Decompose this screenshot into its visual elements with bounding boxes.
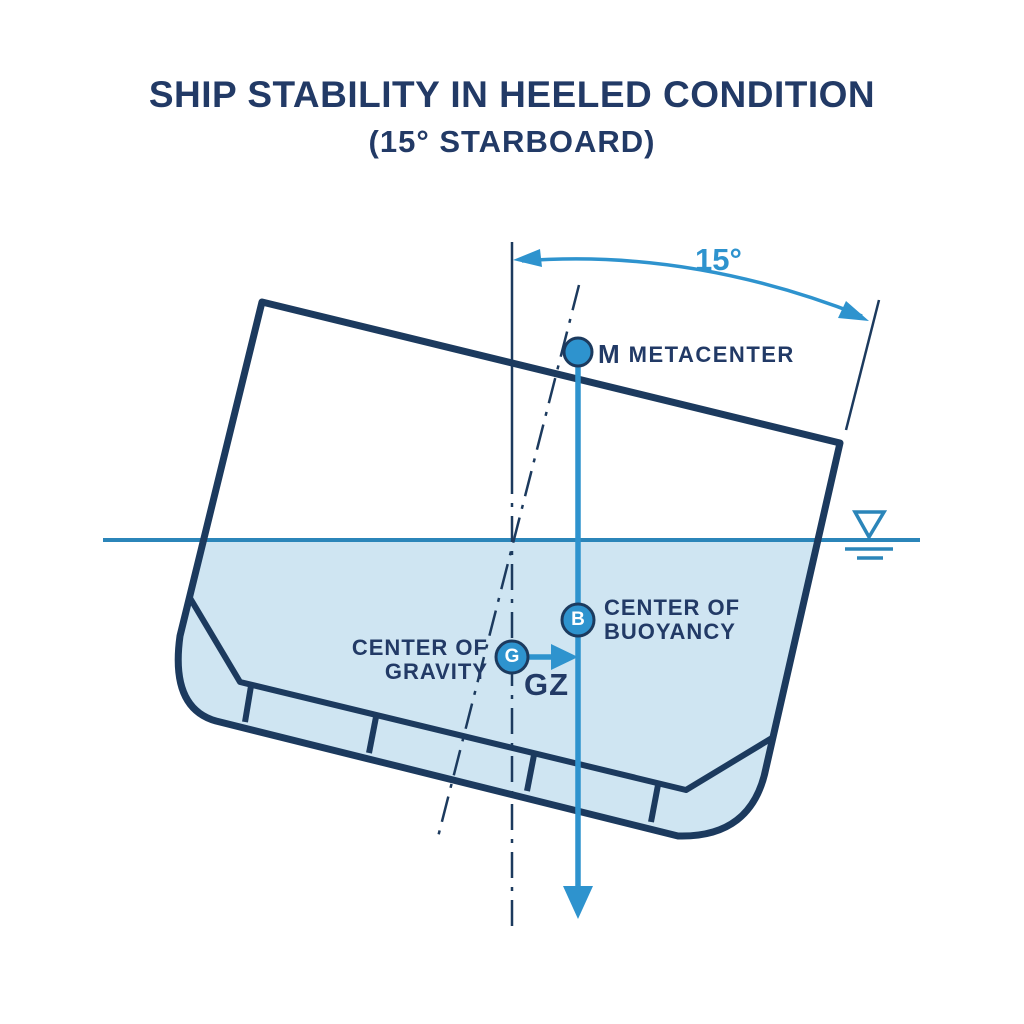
center-of-gravity-label: CENTER OF GRAVITY: [300, 636, 488, 684]
buoyancy-label-line2: BUOYANCY: [604, 619, 736, 644]
arc-arrowhead-right-icon: [838, 301, 869, 321]
gravity-label-line1: CENTER OF: [351, 635, 488, 660]
center-of-buoyancy-label: CENTER OF BUOYANCY: [604, 596, 740, 644]
bottom-divider: [648, 784, 661, 823]
buoyancy-label-line1: CENTER OF: [604, 595, 741, 620]
heel-angle-tick-line: [844, 299, 881, 431]
force-arrowhead-icon: [563, 886, 593, 919]
bottom-divider: [524, 754, 537, 792]
gravity-point: [494, 639, 530, 675]
gravity-point-letter: G: [504, 646, 520, 667]
metacenter-label: M METACENTER: [598, 339, 795, 370]
submerged-hull-fill: [178, 540, 818, 837]
metacenter-point: [562, 336, 594, 368]
buoyancy-point-letter: B: [571, 609, 585, 630]
hull-outline: [174, 298, 844, 840]
page-title: SHIP STABILITY IN HEELED CONDITION: [148, 74, 876, 115]
gz-label: GZ: [524, 667, 570, 702]
heel-angle-arc: [521, 257, 863, 318]
inner-bottom-line: [187, 596, 774, 793]
gz-arrowhead-icon: [551, 644, 578, 670]
arc-arrowhead-left-icon: [513, 249, 542, 267]
metacenter-symbol: M: [598, 339, 620, 369]
metacenter-name: METACENTER: [628, 341, 795, 367]
buoyancy-point: [560, 602, 596, 638]
page-subtitle: (15° STARBOARD): [368, 124, 656, 159]
waterline-symbol-icon: [845, 510, 893, 560]
heel-angle-label: 15°: [695, 242, 742, 277]
bottom-divider: [242, 685, 254, 723]
gravity-label-line2: GRAVITY: [384, 659, 488, 684]
bottom-divider: [366, 716, 379, 754]
